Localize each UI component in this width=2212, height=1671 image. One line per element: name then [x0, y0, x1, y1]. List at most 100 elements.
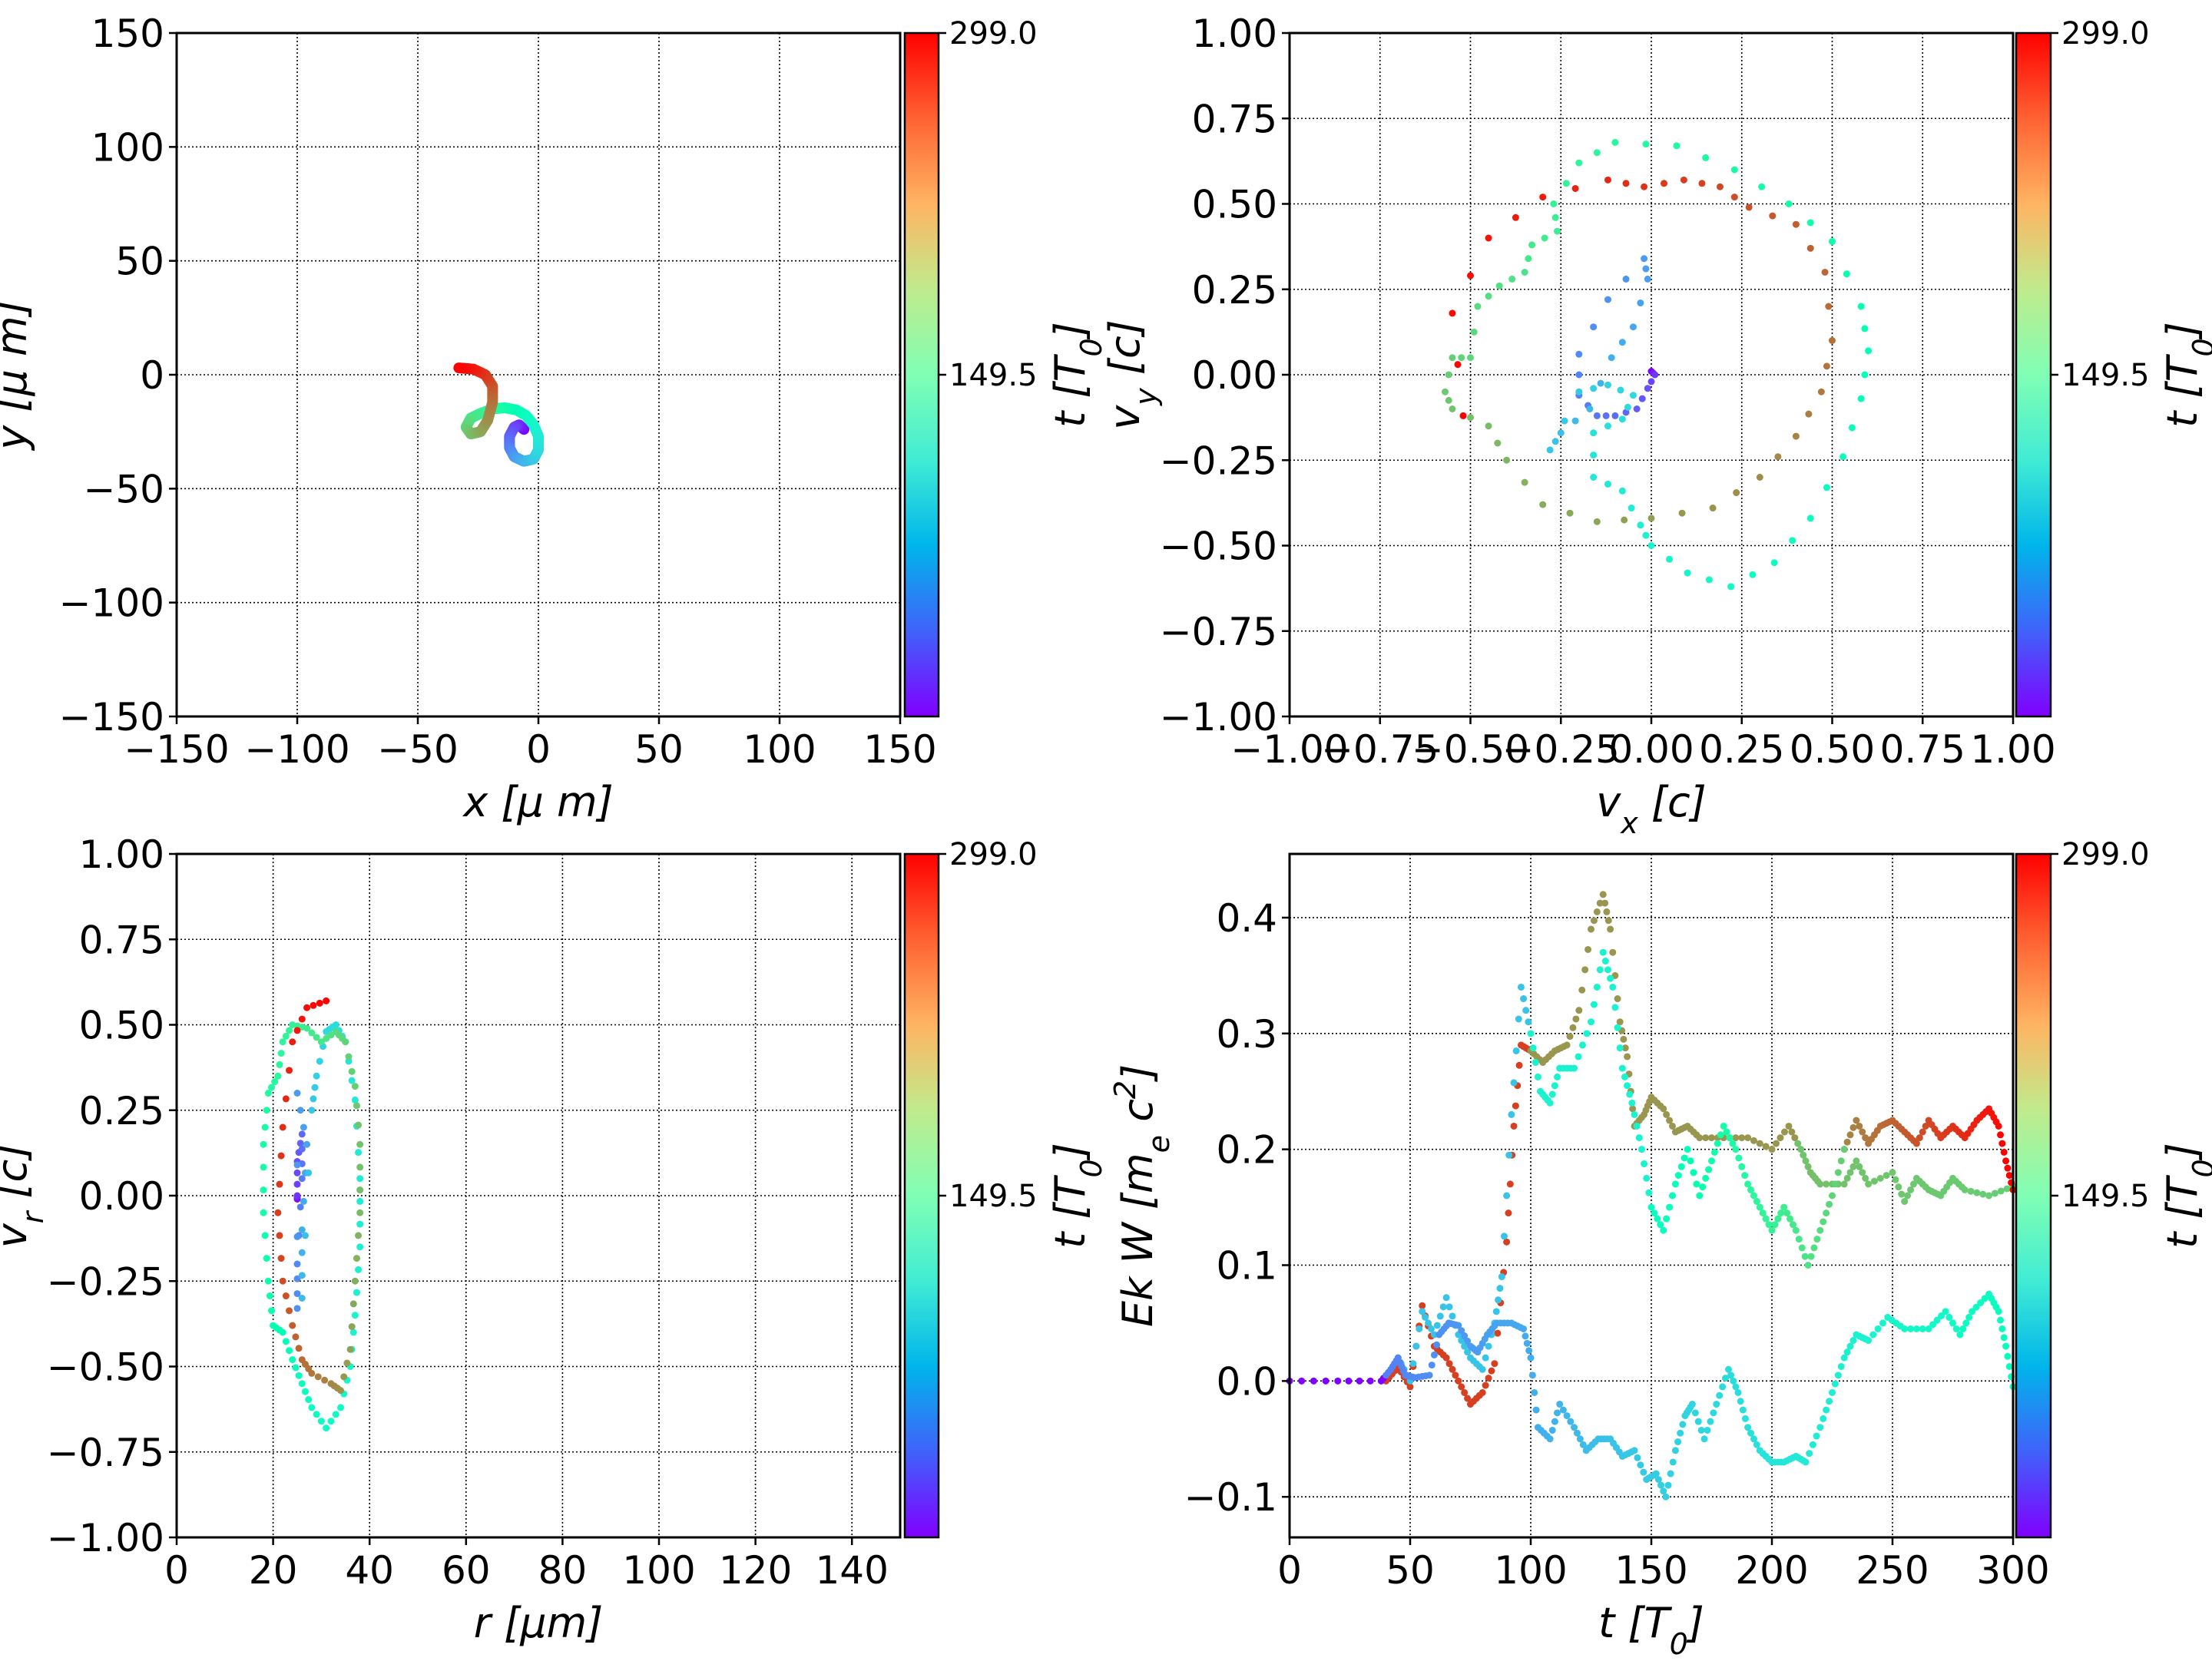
data-point	[313, 1072, 320, 1080]
data-point	[1801, 1252, 1809, 1260]
data-point	[1527, 1030, 1535, 1037]
data-point	[1804, 1163, 1812, 1170]
data-point	[293, 1090, 301, 1097]
data-point	[1618, 339, 1626, 346]
data-point	[1482, 1354, 1489, 1362]
data-point	[1730, 194, 1738, 201]
data-point	[1750, 1137, 1757, 1144]
data-point	[1816, 1180, 1824, 1188]
data-point	[1512, 1102, 1519, 1110]
data-point	[1442, 388, 1449, 395]
data-point	[1500, 1233, 1508, 1240]
data-point	[1693, 1180, 1700, 1188]
data-point	[1647, 378, 1655, 385]
data-point	[1479, 1365, 1486, 1373]
data-point	[1621, 516, 1628, 524]
data-point	[353, 1289, 360, 1296]
data-point	[1474, 303, 1482, 310]
data-point	[1922, 1122, 1929, 1130]
data-point	[1820, 1415, 1827, 1422]
data-point	[348, 1067, 356, 1075]
data-point	[1889, 1169, 1896, 1176]
data-point	[1642, 531, 1650, 539]
data-point	[1912, 1325, 1920, 1332]
data-point	[1590, 452, 1598, 459]
data-point	[1492, 1308, 1500, 1315]
data-point	[1458, 1327, 1465, 1335]
data-point	[1777, 1134, 1784, 1142]
data-point	[1531, 1388, 1538, 1396]
data-point	[1599, 891, 1607, 898]
data-point	[1991, 1190, 1998, 1197]
data-point	[1684, 569, 1691, 577]
data-point	[1998, 1325, 2006, 1332]
data-point	[1739, 1406, 1747, 1414]
data-point	[1679, 1421, 1687, 1428]
data-point	[270, 1322, 277, 1329]
data-point	[1608, 354, 1615, 362]
data-point	[308, 1404, 316, 1411]
data-point	[293, 1305, 301, 1312]
data-point	[289, 1322, 296, 1329]
data-point	[1768, 1146, 1776, 1153]
data-point	[1690, 1169, 1697, 1176]
data-point	[1571, 417, 1579, 425]
data-point	[1520, 1325, 1528, 1332]
data-point	[317, 1038, 325, 1046]
data-point	[1525, 1347, 1533, 1355]
data-point	[1730, 1377, 1737, 1385]
data-point	[1520, 995, 1528, 1003]
data-point	[1727, 583, 1735, 591]
data-point	[1716, 183, 1724, 190]
y-tick-label: 50	[115, 240, 164, 284]
data-point	[1641, 255, 1648, 263]
data-point	[1805, 410, 1813, 418]
data-point	[1464, 1337, 1472, 1345]
data-point	[1753, 1198, 1760, 1206]
data-point	[1644, 275, 1651, 283]
data-point	[1691, 1409, 1699, 1417]
data-point	[349, 1300, 357, 1308]
data-point	[1546, 1099, 1554, 1107]
series-2	[1394, 948, 1848, 1385]
data-point	[277, 1152, 285, 1160]
data-point	[1642, 265, 1650, 273]
data-point	[1673, 142, 1681, 150]
data-point	[1527, 1354, 1535, 1362]
data-point	[1859, 1128, 1866, 1136]
y-tick-label: 0.25	[1192, 268, 1277, 313]
data-point	[1557, 429, 1565, 437]
data-point	[286, 1347, 293, 1355]
y-tick-label: 0.1	[1216, 1244, 1277, 1289]
data-point	[1452, 1372, 1459, 1379]
data-point	[1745, 203, 1753, 211]
data-point	[1834, 1169, 1842, 1176]
data-point	[1485, 1375, 1492, 1382]
colorbar-gradient	[903, 852, 940, 1539]
data-point	[1578, 986, 1586, 994]
data-point	[1726, 1134, 1734, 1142]
data-point	[356, 1220, 364, 1228]
data-point	[1694, 1418, 1702, 1425]
data-point	[296, 1140, 304, 1147]
data-point	[1901, 1198, 1909, 1206]
data-point	[1925, 1325, 1932, 1332]
data-point	[1637, 1461, 1644, 1469]
x-tick-label: 0	[1277, 1548, 1302, 1593]
data-point	[1461, 1342, 1469, 1350]
x-tick-label: 150	[1614, 1548, 1687, 1593]
data-point	[323, 1034, 330, 1042]
data-point	[277, 1255, 285, 1262]
data-point	[1583, 1030, 1591, 1037]
data-point	[1843, 1174, 1851, 1182]
data-point	[295, 1372, 303, 1379]
data-point	[1445, 1360, 1453, 1368]
data-point	[1522, 1332, 1529, 1340]
data-point	[1997, 1316, 2005, 1324]
data-point	[1965, 1313, 1973, 1321]
data-point	[1654, 1215, 1661, 1223]
colorbar-tick-label: 149.5	[2061, 1179, 2150, 1214]
data-point	[1611, 138, 1619, 146]
data-point	[1631, 1447, 1638, 1454]
data-point	[261, 1232, 269, 1239]
